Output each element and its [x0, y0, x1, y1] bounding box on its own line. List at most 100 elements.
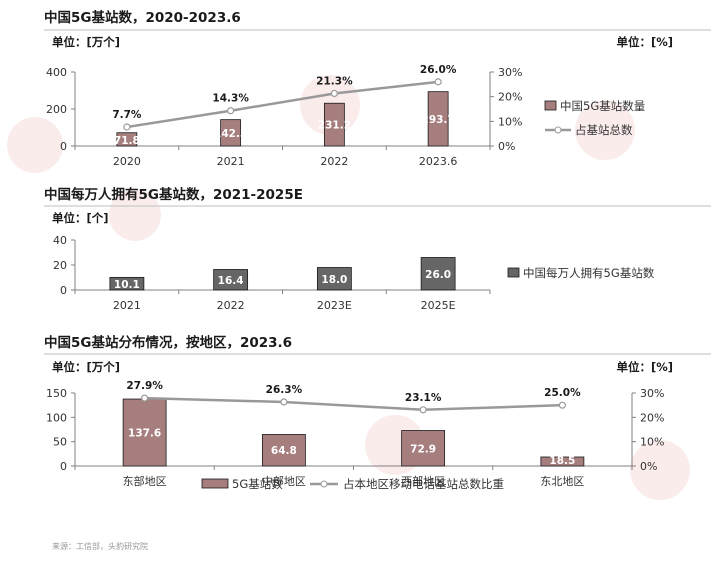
bar-value-label: 18.0 — [321, 274, 347, 286]
y2-tick-label: 30% — [640, 387, 664, 400]
y2-tick-label: 0% — [640, 460, 657, 473]
y2-tick-label: 10% — [640, 436, 664, 449]
left-unit: 单位：[万个] — [52, 360, 120, 374]
x-tick-label: 2022 — [217, 299, 245, 312]
y-tick-label: 400 — [46, 66, 67, 79]
line-value-label: 26.0% — [420, 64, 457, 76]
line-point — [227, 107, 235, 115]
y-tick-label: 100 — [46, 411, 67, 424]
x-tick-label: 东北地区 — [540, 475, 584, 488]
x-tick-label: 东部地区 — [123, 474, 167, 488]
bar — [427, 91, 449, 147]
bar-value-label: 231.2 — [318, 120, 351, 132]
source-note: 来源：工信部，头豹研究院 — [52, 541, 148, 551]
line-value-label: 27.9% — [126, 380, 163, 392]
x-tick-label: 2021 — [217, 155, 245, 168]
y2-tick-label: 20% — [498, 91, 522, 104]
bar — [420, 257, 456, 291]
y-tick-label: 0 — [60, 140, 67, 153]
chart-5g-regional-distribution: 中国5G基站分布情况，按地区，2023.6 单位：[万个] 单位：[%] 0 50… — [44, 334, 711, 491]
right-unit: 单位：[%] — [616, 360, 673, 374]
legend-swatch-bar — [544, 100, 557, 111]
plot-area: 0 20 40 2021 2022 2023E 2025E 10.1 16.4 18.0 26.0 — [53, 234, 491, 312]
line-value-label: 14.3% — [212, 93, 249, 105]
line-value-label: 25.0% — [544, 387, 581, 399]
bar-value-label: 18.5 — [549, 455, 575, 467]
line-value-label: 26.3% — [266, 384, 303, 396]
y-tick-label: 0 — [60, 284, 67, 297]
bar — [116, 132, 138, 147]
plot-area: 0 200 400 0% 10% 20% 30% 2020 2021 2022 2023.6 71.8… — [46, 64, 522, 168]
legend-swatch-bar — [507, 267, 520, 278]
x-tick-label: 2025E — [421, 299, 456, 312]
x-tick-label: 2020 — [113, 155, 141, 168]
bar-value-label: 10.1 — [114, 279, 140, 291]
bar — [122, 398, 167, 467]
watermark-logo — [7, 75, 690, 500]
line-point — [123, 123, 131, 131]
bar — [213, 269, 249, 291]
y2-tick-label: 30% — [498, 66, 522, 79]
bar-value-label: 142.5 — [214, 128, 247, 140]
bar-value-label: 293.7 — [422, 114, 455, 126]
x-tick-label: 中部地区 — [262, 474, 306, 488]
line-value-label: 23.1% — [405, 392, 442, 404]
series-line — [144, 396, 563, 412]
bar — [401, 430, 446, 467]
leopard-logo-icon — [575, 100, 635, 160]
series-line — [126, 80, 439, 129]
legend-label: 中国每万人拥有5G基站数 — [523, 266, 655, 280]
legend: 中国每万人拥有5G基站数 — [507, 266, 655, 280]
x-tick-label: 2023.6 — [419, 155, 458, 168]
bar — [316, 267, 352, 291]
right-unit: 单位：[%] — [616, 35, 673, 49]
chart-5g-base-stations: 中国5G基站数，2020-2023.6 单位：[万个] 单位：[%] 0 200 4… — [44, 9, 711, 168]
chart-title: 中国5G基站分布情况，按地区，2023.6 — [44, 334, 292, 351]
leopard-logo-icon — [630, 440, 690, 500]
legend-label: 中国5G基站数量 — [560, 99, 645, 113]
legend-label: 占本地区移动电话基站总数比重 — [343, 477, 504, 491]
y-tick-label: 20 — [53, 259, 67, 272]
bar-value-label: 16.4 — [218, 275, 244, 287]
bar — [109, 276, 145, 291]
y2-tick-label: 20% — [640, 411, 664, 424]
chart-title: 中国每万人拥有5G基站数，2021-2025E — [44, 186, 303, 203]
left-unit: 单位：[万个] — [52, 35, 120, 49]
bar — [261, 434, 306, 467]
legend-swatch-bar — [201, 478, 229, 489]
line-point — [330, 89, 338, 98]
line-value-label: 21.3% — [316, 75, 353, 87]
y-tick-label: 50 — [53, 436, 67, 449]
y-tick-label: 150 — [46, 387, 67, 400]
plot-area: 0 50 100 150 0% 10% 20% 30% 东部地区 中部地区 西部地区 东北地区 137.… — [46, 380, 664, 488]
y-tick-label: 0 — [60, 460, 67, 473]
bar-value-label: 64.8 — [271, 445, 297, 457]
legend: 5G基站数 占本地区移动电话基站总数比重 — [201, 477, 504, 491]
bar — [220, 119, 242, 147]
leopard-logo-icon — [7, 117, 63, 173]
line-point — [141, 394, 149, 402]
leopard-logo-icon — [109, 189, 161, 241]
legend-label: 5G基站数 — [232, 477, 283, 491]
y-tick-label: 200 — [46, 103, 67, 116]
x-tick-label: 2021 — [113, 299, 141, 312]
chart-5g-per-10k-people: 中国每万人拥有5G基站数，2021-2025E 单位：[个] 0 20 40 2021… — [44, 186, 711, 312]
bar — [323, 102, 345, 147]
left-unit: 单位：[个] — [52, 211, 109, 225]
legend-swatch-marker — [320, 480, 328, 488]
bar — [540, 456, 585, 467]
line-point — [434, 78, 442, 86]
line-value-label: 7.7% — [112, 109, 142, 121]
x-tick-label: 2023E — [317, 299, 352, 312]
chart-title: 中国5G基站数，2020-2023.6 — [44, 9, 241, 26]
line-point — [558, 401, 566, 409]
x-tick-label: 2022 — [320, 155, 348, 168]
bar-value-label: 26.0 — [425, 269, 451, 281]
line-point — [419, 406, 427, 414]
bar-value-label: 71.8 — [114, 135, 140, 147]
y2-tick-label: 0% — [498, 140, 515, 153]
y-tick-label: 40 — [53, 234, 67, 247]
x-tick-label: 西部地区 — [401, 474, 445, 488]
